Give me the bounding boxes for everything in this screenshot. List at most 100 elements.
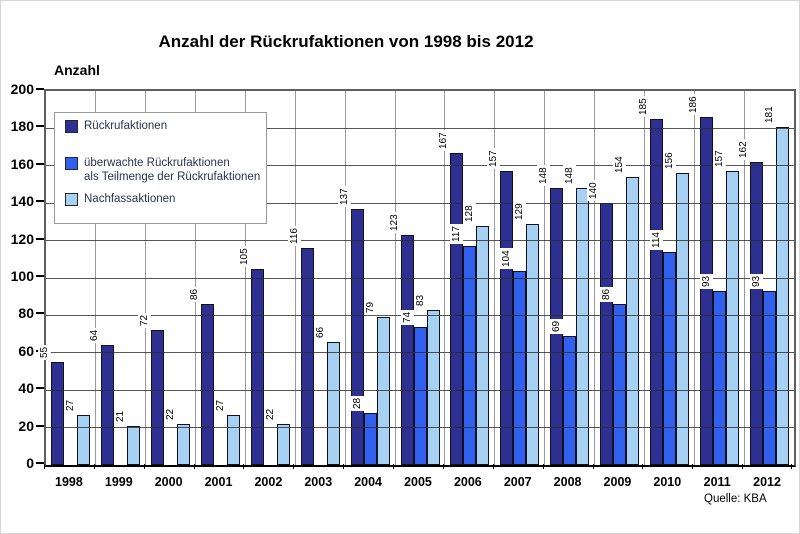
bar-value-label: 72 — [138, 313, 152, 329]
legend-label: überwachte Rückrufaktionen als Teilmenge… — [84, 156, 260, 184]
bar-value-label: 79 — [363, 300, 377, 316]
bar-ueberwachte-rueckrufaktionen-2007 — [513, 270, 527, 465]
bar-rueckrufaktionen-2003 — [300, 248, 314, 465]
x-axis-tick — [44, 464, 45, 469]
x-axis-tick — [93, 464, 95, 469]
bar-value-label: 140 — [586, 180, 600, 202]
y-gridline — [46, 202, 794, 204]
bar-nachfassaktionen-2011 — [725, 171, 739, 465]
bar-ueberwachte-rueckrufaktionen-2012 — [762, 291, 776, 465]
y-gridline — [46, 352, 794, 354]
y-axis-title: Anzahl — [54, 62, 100, 78]
bar-value-label: 137 — [337, 186, 351, 207]
bar-value-label: 148 — [563, 165, 577, 187]
x-axis-year-label: 2011 — [703, 475, 731, 489]
bar-rueckrufaktionen-2001 — [201, 304, 215, 465]
bar-value-label: 181 — [762, 103, 776, 125]
bar-rueckrufaktionen-2000 — [151, 330, 165, 465]
bar-value-label: 162 — [736, 139, 750, 161]
y-axis-tick-label: 40 — [18, 380, 34, 397]
bar-value-label: 83 — [413, 292, 427, 308]
x-axis-year-label: 1998 — [55, 475, 83, 489]
bar-nachfassaktionen-2003 — [326, 341, 340, 465]
y-axis-tick-label: 20 — [18, 417, 34, 434]
x-axis-tick — [243, 464, 245, 469]
y-axis-tick-label: 160 — [10, 155, 34, 172]
legend-item-rueckrufaktionen: Rückrufaktionen — [65, 119, 167, 133]
y-gridline — [46, 165, 794, 167]
x-axis-tick — [442, 464, 444, 469]
y-axis-tick-label: 60 — [18, 342, 34, 359]
y-gridline — [46, 277, 794, 279]
y-axis-tick — [36, 125, 44, 128]
bar-nachfassaktionen-1999 — [127, 425, 141, 465]
x-axis-tick — [293, 464, 295, 469]
bar-rueckrufaktionen-2010 — [649, 119, 663, 465]
bar-nachfassaktionen-2006 — [476, 225, 490, 465]
legend-swatch-nachfassaktionen — [65, 193, 78, 206]
y-axis-tick-label: 200 — [10, 81, 34, 97]
bar-value-label: 27 — [214, 397, 228, 413]
x-axis-tick — [542, 464, 544, 469]
x-axis-year-label: 2000 — [154, 475, 183, 489]
bar-value-label: 66 — [313, 324, 327, 340]
bar-rueckrufaktionen-1998 — [51, 362, 65, 465]
bar-value-label: 154 — [612, 154, 626, 176]
legend-label-line1: überwachte Rückrufaktionen — [84, 157, 230, 169]
legend-label-line2: als Teilmenge der Rückrufaktionen — [84, 171, 261, 183]
y-axis-tick — [36, 387, 44, 390]
bar-value-label: 105 — [237, 245, 251, 267]
bar-nachfassaktionen-2010 — [675, 173, 689, 465]
bar-value-label: 167 — [437, 130, 451, 151]
bar-value-label: 117 — [450, 224, 464, 245]
bar-value-label: 157 — [487, 148, 501, 170]
y-axis-tick — [36, 424, 44, 427]
y-gridline — [46, 427, 794, 429]
y-axis-tick — [36, 162, 44, 165]
x-axis-tick — [592, 464, 594, 469]
bar-rueckrufaktionen-1999 — [101, 345, 115, 465]
legend-swatch-ueberwachte — [65, 157, 78, 170]
x-axis-year-label: 2010 — [653, 475, 682, 489]
bar-value-label: 104 — [500, 247, 514, 269]
legend-swatch-rueckrufaktionen — [65, 120, 78, 133]
bar-value-label: 69 — [550, 318, 564, 334]
source-label: Quelle: KBA — [704, 493, 767, 505]
x-axis-tick — [492, 464, 494, 469]
x-axis-tick — [791, 464, 792, 469]
x-axis-tick — [393, 464, 395, 469]
y-axis-tick-label: 140 — [10, 193, 34, 210]
bar-rueckrufaktionen-2012 — [749, 162, 763, 465]
x-axis-year-label: 2008 — [553, 475, 582, 489]
y-axis-tick — [36, 275, 44, 277]
y-gridline — [46, 240, 794, 242]
bar-nachfassaktionen-2004 — [376, 317, 390, 465]
bar-value-label: 123 — [387, 212, 401, 233]
y-axis-tick — [36, 200, 44, 203]
bar-rueckrufaktionen-2011 — [699, 117, 713, 465]
x-axis-tick — [692, 464, 694, 469]
bar-ueberwachte-rueckrufaktionen-2005 — [413, 326, 427, 465]
bar-rueckrufaktionen-2009 — [599, 203, 613, 465]
x-axis-year-label: 2006 — [453, 475, 482, 489]
bar-value-label: 55 — [38, 345, 52, 361]
x-axis-year-label: 2004 — [354, 475, 383, 489]
bar-value-label: 22 — [164, 406, 178, 422]
x-axis-tick — [143, 464, 145, 469]
y-axis-tick — [36, 237, 44, 240]
bar-value-label: 22 — [263, 406, 277, 422]
bar-value-label: 114 — [649, 229, 663, 250]
bar-nachfassaktionen-2007 — [526, 223, 540, 465]
x-axis-year-label: 2001 — [204, 475, 233, 489]
y-axis-tick — [36, 462, 44, 464]
bar-nachfassaktionen-2001 — [227, 414, 241, 465]
bar-value-label: 86 — [188, 287, 202, 303]
x-axis-year-label: 2009 — [603, 475, 632, 489]
bar-ueberwachte-rueckrufaktionen-2008 — [563, 335, 577, 465]
bar-value-label: 86 — [599, 287, 613, 303]
x-axis-tick — [642, 464, 644, 469]
bar-value-label: 116 — [287, 226, 301, 247]
bar-value-label: 156 — [662, 150, 676, 172]
bar-value-label: 28 — [350, 395, 364, 411]
y-axis-tick-label: 180 — [10, 118, 34, 135]
